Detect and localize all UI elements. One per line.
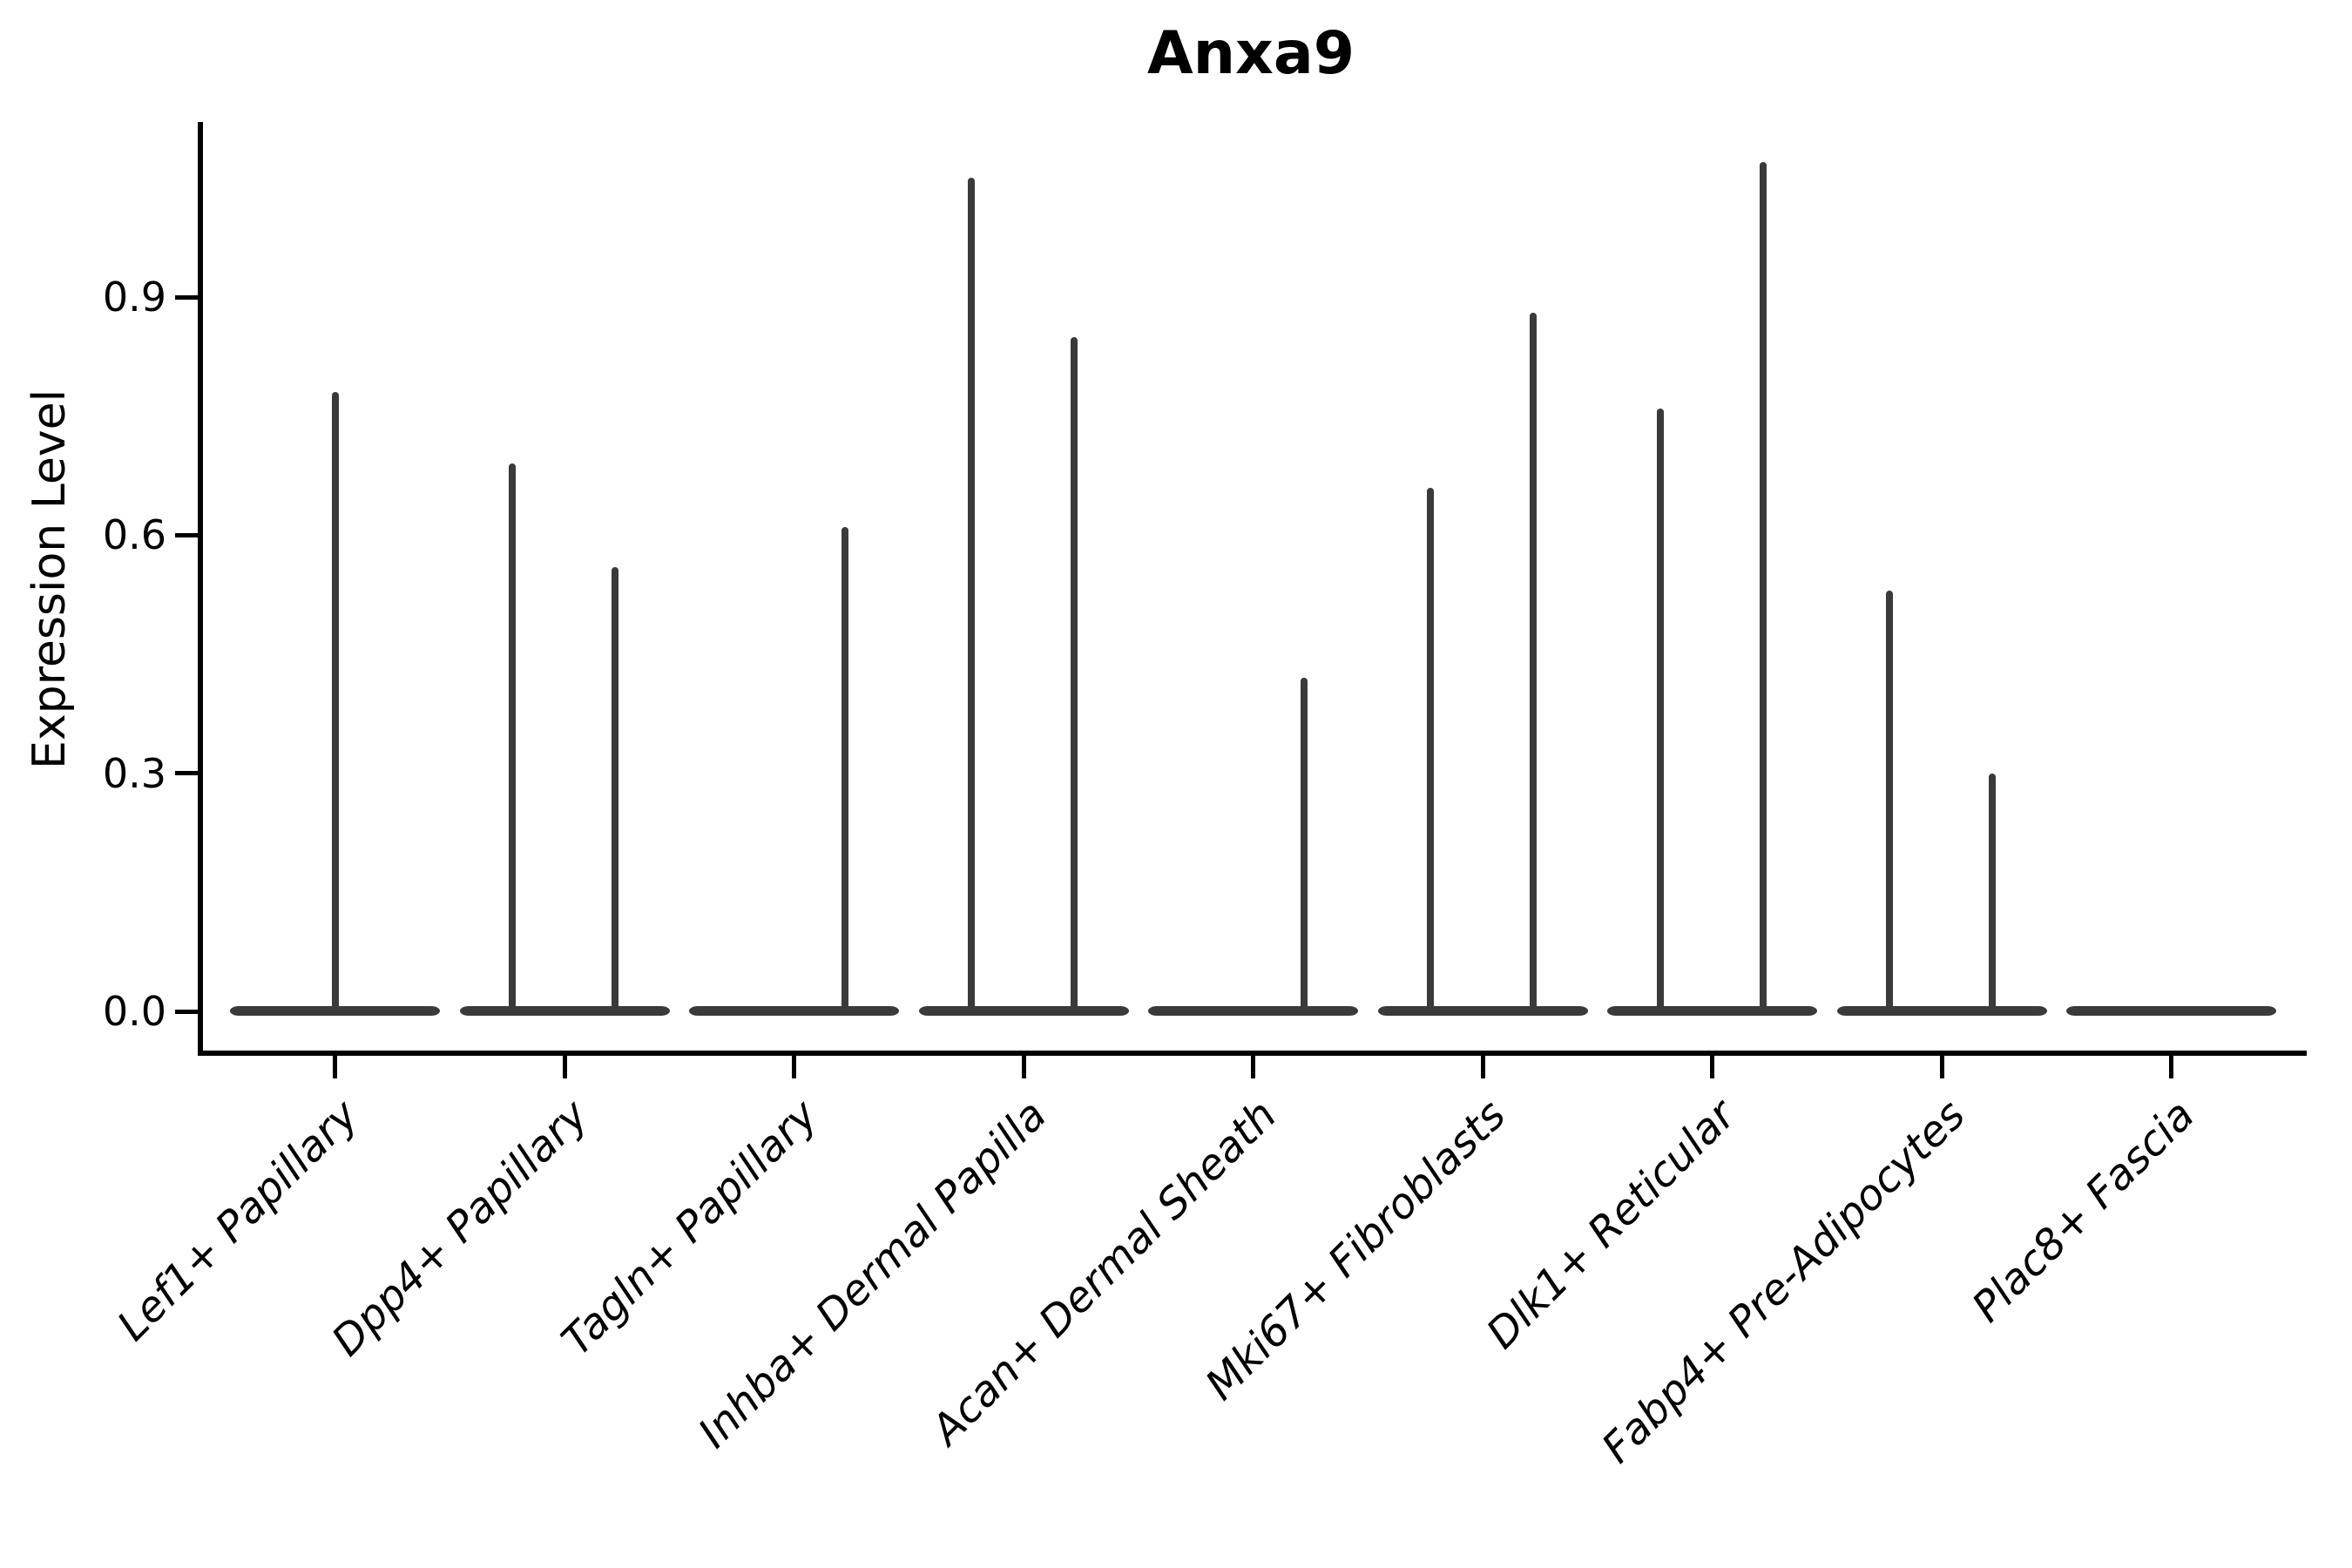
violin-body	[689, 1006, 899, 1016]
y-axis-label: Expression Level	[24, 389, 76, 770]
y-tick-mark	[175, 294, 198, 300]
y-tick-label: 0.9	[102, 274, 166, 321]
violin-spike	[509, 463, 516, 1016]
violin-body	[918, 1006, 1129, 1016]
violin-body	[1607, 1006, 1817, 1016]
x-tick-mark	[562, 1056, 567, 1078]
violin-spike	[968, 178, 975, 1016]
violin-spike	[841, 527, 848, 1016]
violin-spike	[1427, 487, 1434, 1016]
x-tick-mark	[792, 1056, 796, 1078]
violin-body	[1148, 1006, 1358, 1016]
x-tick-mark	[2169, 1056, 2173, 1078]
y-tick-mark	[175, 771, 198, 776]
x-tick-mark	[1480, 1056, 1485, 1078]
y-tick-label: 0.0	[102, 988, 166, 1035]
x-tick-label: Lef1+ Papillary	[107, 1091, 368, 1351]
violin-spike	[1656, 408, 1664, 1016]
violin-body	[1836, 1006, 2047, 1016]
violin-spike	[612, 566, 618, 1016]
y-tick-mark	[175, 532, 198, 537]
plot-title: Anxa9	[1146, 19, 1355, 88]
y-tick-mark	[175, 1009, 198, 1014]
violin-spike	[1071, 336, 1078, 1016]
y-tick-label: 0.6	[102, 511, 166, 559]
violin-body	[1377, 1006, 1588, 1016]
y-tick-label: 0.3	[102, 749, 166, 797]
x-tick-mark	[1251, 1056, 1255, 1078]
y-axis-spine	[198, 122, 203, 1056]
x-tick-label: Dpp4+ Papillary	[322, 1091, 598, 1366]
violin-spike	[1530, 313, 1537, 1016]
x-tick-label: Fabp4+ Pre-Adipocytes	[1592, 1091, 1975, 1473]
violin-spike	[1759, 162, 1767, 1016]
violin-spike	[1989, 773, 1996, 1016]
x-tick-mark	[333, 1056, 337, 1078]
x-tick-label: Dlk1+ Reticular	[1477, 1091, 1746, 1359]
x-axis-spine	[198, 1051, 2307, 1056]
violin-spike	[1886, 591, 1893, 1016]
x-tick-mark	[1710, 1056, 1714, 1078]
x-tick-label: Plac8+ Fascia	[1963, 1091, 2205, 1332]
x-tick-mark	[1939, 1056, 1944, 1078]
violin-body	[2066, 1006, 2276, 1016]
violin-body	[459, 1006, 670, 1016]
x-tick-mark	[1021, 1056, 1026, 1078]
x-tick-label: Tagln+ Papillary	[551, 1091, 828, 1366]
violin-spike	[1300, 678, 1308, 1016]
violin-spike	[331, 392, 339, 1016]
